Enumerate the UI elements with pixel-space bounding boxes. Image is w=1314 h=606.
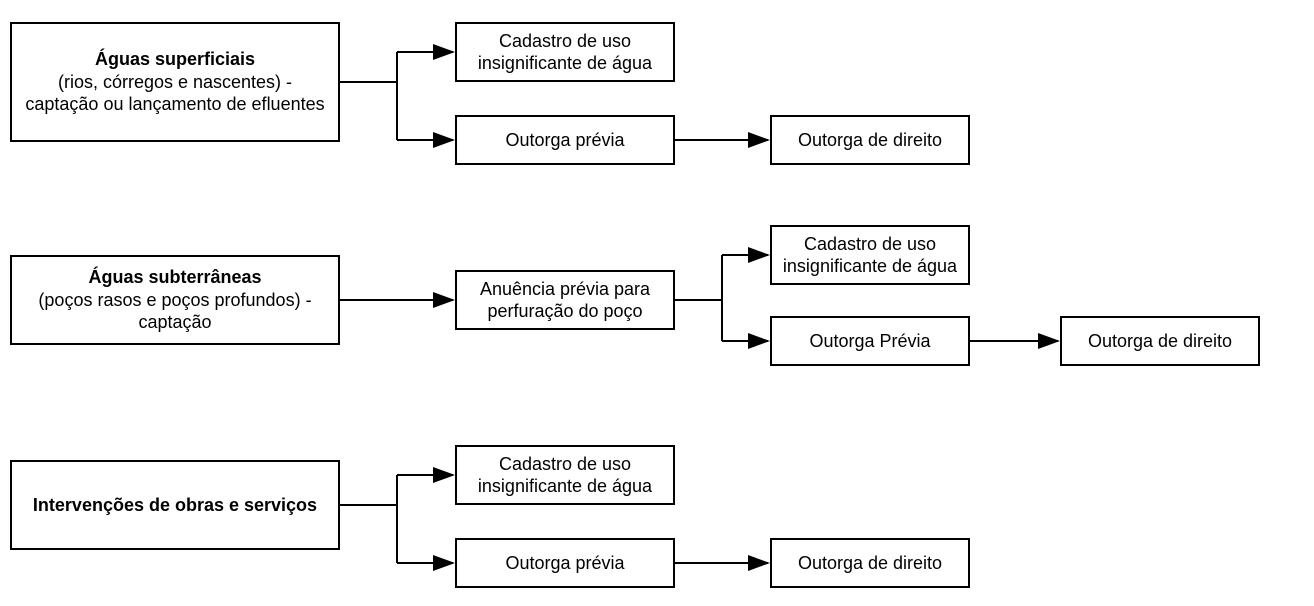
node-text: Cadastro de uso insignificante de água [465, 30, 665, 75]
node-cadastro-uso-2: Cadastro de uso insignificante de água [770, 225, 970, 285]
node-text: Outorga de direito [1088, 330, 1232, 353]
edge-n6-fork [675, 255, 768, 341]
node-outorga-previa-1: Outorga prévia [455, 115, 675, 165]
node-intervencoes: Intervenções de obras e serviços [10, 460, 340, 550]
edge-n1-fork [340, 52, 453, 140]
node-cadastro-uso-3: Cadastro de uso insignificante de água [455, 445, 675, 505]
node-outorga-previa-3: Outorga prévia [455, 538, 675, 588]
node-text: Cadastro de uso insignificante de água [465, 453, 665, 498]
node-outorga-direito-1: Outorga de direito [770, 115, 970, 165]
node-aguas-superficiais: Águas superficiais (rios, córregos e nas… [10, 22, 340, 142]
node-text: Outorga de direito [798, 129, 942, 152]
node-text: Outorga prévia [505, 129, 624, 152]
node-title: Intervenções de obras e serviços [33, 494, 317, 517]
node-title: Águas superficiais [95, 48, 255, 71]
node-anuencia-previa: Anuência prévia para perfuração do poço [455, 270, 675, 330]
flowchart-canvas: Águas superficiais (rios, córregos e nas… [0, 0, 1314, 606]
node-text: Cadastro de uso insignificante de água [780, 233, 960, 278]
node-outorga-direito-2: Outorga de direito [1060, 316, 1260, 366]
node-subtitle: (poços rasos e poços profundos) - captaç… [20, 289, 330, 334]
node-text: Outorga prévia [505, 552, 624, 575]
node-aguas-subterraneas: Águas subterrâneas (poços rasos e poços … [10, 255, 340, 345]
node-subtitle: (rios, córregos e nascentes) - captação … [20, 71, 330, 116]
node-text: Anuência prévia para perfuração do poço [465, 278, 665, 323]
edge-n10-fork [340, 475, 453, 563]
node-cadastro-uso-1: Cadastro de uso insignificante de água [455, 22, 675, 82]
node-text: Outorga de direito [798, 552, 942, 575]
node-text: Outorga Prévia [809, 330, 930, 353]
node-outorga-direito-3: Outorga de direito [770, 538, 970, 588]
node-title: Águas subterrâneas [88, 266, 261, 289]
node-outorga-previa-2: Outorga Prévia [770, 316, 970, 366]
